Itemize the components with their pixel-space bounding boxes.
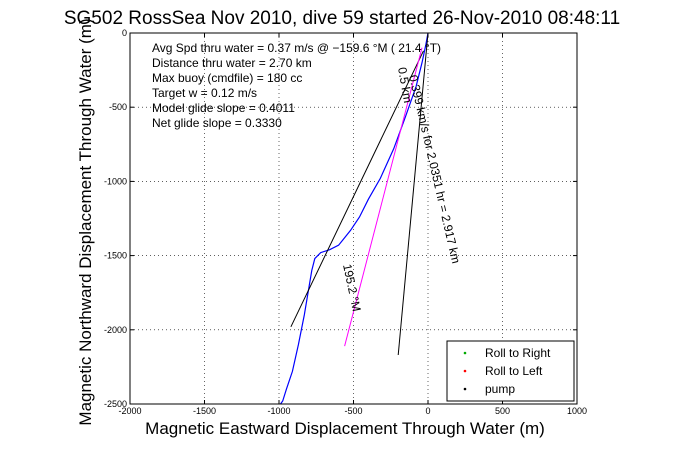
legend-marker [463,387,467,391]
legend-entry: pump [485,382,515,396]
legend: Roll to Right Roll to Left pump [446,340,575,402]
legend-entry: Roll to Left [485,364,543,378]
annotation-line: Distance thru water = 2.70 km [152,56,312,70]
legend-marker [463,351,467,355]
ticks: -2000 -1500 -1000 -500 0 500 1000 0 -500 -1000 -15… [104,28,587,416]
annotation-line: Net glide slope = 0.3330 [152,116,282,130]
legend-marker [463,369,467,373]
x-tick-label: -2000 [118,406,141,416]
x-tick-label: 500 [495,406,510,416]
rotated-labels: 0.5 km0.399 km/s for 2.0351 hr = 2.917 k… [340,66,463,313]
y-tick-label: -2500 [104,399,127,409]
annotations: Avg Spd thru water = 0.37 m/s @ −159.6 °… [152,41,441,130]
series-group [280,32,429,405]
annotation-line: Avg Spd thru water = 0.37 m/s @ −159.6 °… [152,41,441,55]
series-heading-line [344,47,423,347]
y-tick-label: 0 [122,28,127,38]
y-tick-label: -2000 [104,325,127,335]
annotation-line: Model glide slope = 0.4011 [152,101,295,115]
y-tick-label: -1000 [104,176,127,186]
x-tick-label: -1000 [267,406,290,416]
y-tick-label: -1500 [104,251,127,261]
legend-box [446,340,575,402]
x-tick-label: 1000 [567,406,587,416]
series-glide-line-left [290,50,424,328]
x-tick-label: 0 [425,406,430,416]
legend-entry: Roll to Right [485,346,551,360]
chart-title: SG502 RossSea Nov 2010, dive 59 started … [64,8,620,29]
y-axis-label: Magnetic Northward Displacement Through … [76,18,95,425]
x-tick-label: -1500 [193,406,216,416]
series-current-line [397,32,429,356]
series-track [280,32,429,405]
rotated-label: 0.5 km [395,66,415,104]
annotation-line: Max buoy (cmdfile) = 180 cc [152,71,302,85]
x-tick-label: -500 [344,406,362,416]
annotation-line: Target w = 0.12 m/s [152,86,257,100]
y-tick-label: -500 [109,102,127,112]
rotated-label: 0.399 km/s for 2.0351 hr = 2.917 km [406,74,463,265]
x-axis-label: Magnetic Eastward Displacement Through W… [145,419,545,438]
